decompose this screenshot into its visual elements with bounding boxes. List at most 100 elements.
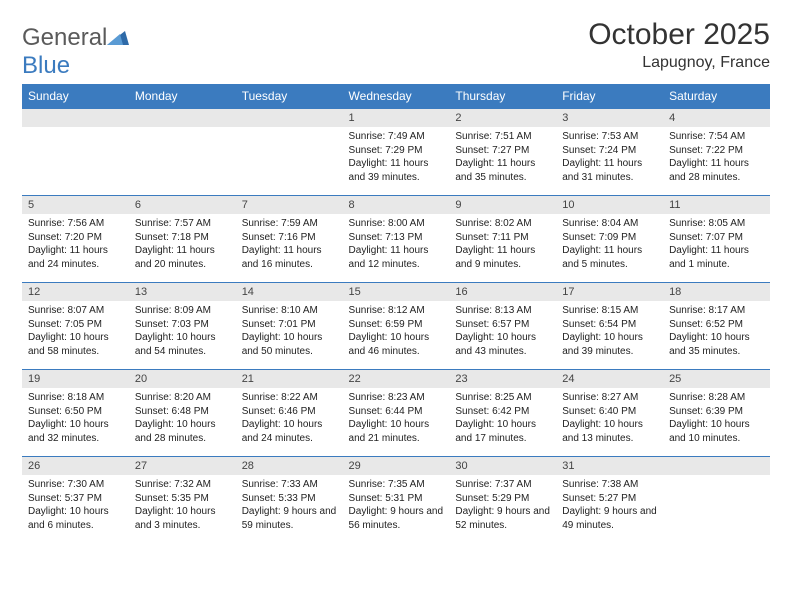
daylight-text: Daylight: 10 hours and 21 minutes. [349, 418, 444, 445]
sunrise-text: Sunrise: 7:49 AM [349, 130, 444, 144]
day-details: Sunrise: 7:56 AMSunset: 7:20 PMDaylight:… [22, 214, 129, 275]
day-details: Sunrise: 7:59 AMSunset: 7:16 PMDaylight:… [236, 214, 343, 275]
day-details: Sunrise: 7:33 AMSunset: 5:33 PMDaylight:… [236, 475, 343, 536]
calendar-cell: 23Sunrise: 8:25 AMSunset: 6:42 PMDayligh… [449, 370, 556, 457]
sunrise-text: Sunrise: 7:32 AM [135, 478, 230, 492]
day-header: Tuesday [236, 84, 343, 109]
day-number: 9 [449, 196, 556, 214]
calendar-cell: 20Sunrise: 8:20 AMSunset: 6:48 PMDayligh… [129, 370, 236, 457]
sunset-text: Sunset: 7:29 PM [349, 144, 444, 158]
day-number [236, 109, 343, 127]
day-details: Sunrise: 8:00 AMSunset: 7:13 PMDaylight:… [343, 214, 450, 275]
day-details: Sunrise: 7:38 AMSunset: 5:27 PMDaylight:… [556, 475, 663, 536]
calendar-week: 12Sunrise: 8:07 AMSunset: 7:05 PMDayligh… [22, 283, 770, 370]
day-number: 20 [129, 370, 236, 388]
sunrise-text: Sunrise: 8:20 AM [135, 391, 230, 405]
day-details: Sunrise: 8:12 AMSunset: 6:59 PMDaylight:… [343, 301, 450, 362]
day-number [129, 109, 236, 127]
calendar-cell: 10Sunrise: 8:04 AMSunset: 7:09 PMDayligh… [556, 196, 663, 283]
day-details [129, 127, 236, 184]
day-details: Sunrise: 8:05 AMSunset: 7:07 PMDaylight:… [663, 214, 770, 275]
sunset-text: Sunset: 7:11 PM [455, 231, 550, 245]
sunrise-text: Sunrise: 8:09 AM [135, 304, 230, 318]
day-number: 7 [236, 196, 343, 214]
sunrise-text: Sunrise: 7:57 AM [135, 217, 230, 231]
day-number: 13 [129, 283, 236, 301]
day-details [663, 475, 770, 532]
calendar-cell: 29Sunrise: 7:35 AMSunset: 5:31 PMDayligh… [343, 457, 450, 544]
sunrise-text: Sunrise: 8:02 AM [455, 217, 550, 231]
daylight-text: Daylight: 10 hours and 43 minutes. [455, 331, 550, 358]
day-details: Sunrise: 8:02 AMSunset: 7:11 PMDaylight:… [449, 214, 556, 275]
sunset-text: Sunset: 7:09 PM [562, 231, 657, 245]
sunrise-text: Sunrise: 7:30 AM [28, 478, 123, 492]
sunrise-text: Sunrise: 8:07 AM [28, 304, 123, 318]
day-header-row: SundayMondayTuesdayWednesdayThursdayFrid… [22, 84, 770, 109]
triangle-icon [107, 24, 129, 40]
daylight-text: Daylight: 11 hours and 1 minute. [669, 244, 764, 271]
day-number: 31 [556, 457, 663, 475]
calendar-cell: 3Sunrise: 7:53 AMSunset: 7:24 PMDaylight… [556, 109, 663, 196]
sunset-text: Sunset: 6:48 PM [135, 405, 230, 419]
sunrise-text: Sunrise: 8:25 AM [455, 391, 550, 405]
day-number: 11 [663, 196, 770, 214]
calendar-cell: 7Sunrise: 7:59 AMSunset: 7:16 PMDaylight… [236, 196, 343, 283]
sunrise-text: Sunrise: 8:22 AM [242, 391, 337, 405]
calendar-cell: 17Sunrise: 8:15 AMSunset: 6:54 PMDayligh… [556, 283, 663, 370]
day-number: 1 [343, 109, 450, 127]
day-number: 30 [449, 457, 556, 475]
sunset-text: Sunset: 7:13 PM [349, 231, 444, 245]
sunrise-text: Sunrise: 8:00 AM [349, 217, 444, 231]
calendar-week: 26Sunrise: 7:30 AMSunset: 5:37 PMDayligh… [22, 457, 770, 544]
daylight-text: Daylight: 11 hours and 39 minutes. [349, 157, 444, 184]
day-number: 4 [663, 109, 770, 127]
calendar-cell: 22Sunrise: 8:23 AMSunset: 6:44 PMDayligh… [343, 370, 450, 457]
day-number: 28 [236, 457, 343, 475]
calendar-cell: 24Sunrise: 8:27 AMSunset: 6:40 PMDayligh… [556, 370, 663, 457]
sunrise-text: Sunrise: 8:27 AM [562, 391, 657, 405]
calendar-cell: 15Sunrise: 8:12 AMSunset: 6:59 PMDayligh… [343, 283, 450, 370]
calendar-cell: 4Sunrise: 7:54 AMSunset: 7:22 PMDaylight… [663, 109, 770, 196]
daylight-text: Daylight: 9 hours and 52 minutes. [455, 505, 550, 532]
sunset-text: Sunset: 6:46 PM [242, 405, 337, 419]
calendar-cell-empty [22, 109, 129, 196]
sunset-text: Sunset: 7:16 PM [242, 231, 337, 245]
sunrise-text: Sunrise: 7:51 AM [455, 130, 550, 144]
day-details: Sunrise: 8:28 AMSunset: 6:39 PMDaylight:… [663, 388, 770, 449]
daylight-text: Daylight: 11 hours and 20 minutes. [135, 244, 230, 271]
day-number: 19 [22, 370, 129, 388]
logo: General Blue [22, 18, 129, 80]
daylight-text: Daylight: 11 hours and 31 minutes. [562, 157, 657, 184]
logo-word-1: General [22, 24, 107, 51]
day-details: Sunrise: 7:57 AMSunset: 7:18 PMDaylight:… [129, 214, 236, 275]
day-number: 14 [236, 283, 343, 301]
day-details: Sunrise: 7:53 AMSunset: 7:24 PMDaylight:… [556, 127, 663, 188]
calendar-cell: 28Sunrise: 7:33 AMSunset: 5:33 PMDayligh… [236, 457, 343, 544]
day-number: 10 [556, 196, 663, 214]
calendar-page: General Blue October 2025 Lapugnoy, Fran… [0, 0, 792, 543]
sunset-text: Sunset: 6:59 PM [349, 318, 444, 332]
day-number: 21 [236, 370, 343, 388]
daylight-text: Daylight: 10 hours and 3 minutes. [135, 505, 230, 532]
day-details: Sunrise: 8:23 AMSunset: 6:44 PMDaylight:… [343, 388, 450, 449]
daylight-text: Daylight: 10 hours and 35 minutes. [669, 331, 764, 358]
daylight-text: Daylight: 9 hours and 49 minutes. [562, 505, 657, 532]
calendar-cell: 2Sunrise: 7:51 AMSunset: 7:27 PMDaylight… [449, 109, 556, 196]
sunset-text: Sunset: 5:31 PM [349, 492, 444, 506]
calendar-cell: 13Sunrise: 8:09 AMSunset: 7:03 PMDayligh… [129, 283, 236, 370]
sunset-text: Sunset: 7:20 PM [28, 231, 123, 245]
day-header: Thursday [449, 84, 556, 109]
calendar-cell: 19Sunrise: 8:18 AMSunset: 6:50 PMDayligh… [22, 370, 129, 457]
calendar-body: 1Sunrise: 7:49 AMSunset: 7:29 PMDaylight… [22, 109, 770, 544]
day-number: 22 [343, 370, 450, 388]
sunset-text: Sunset: 7:27 PM [455, 144, 550, 158]
day-details: Sunrise: 8:20 AMSunset: 6:48 PMDaylight:… [129, 388, 236, 449]
day-number: 8 [343, 196, 450, 214]
day-details [236, 127, 343, 184]
sunset-text: Sunset: 5:27 PM [562, 492, 657, 506]
daylight-text: Daylight: 10 hours and 58 minutes. [28, 331, 123, 358]
day-details: Sunrise: 8:18 AMSunset: 6:50 PMDaylight:… [22, 388, 129, 449]
day-details: Sunrise: 8:17 AMSunset: 6:52 PMDaylight:… [663, 301, 770, 362]
daylight-text: Daylight: 10 hours and 6 minutes. [28, 505, 123, 532]
day-number: 3 [556, 109, 663, 127]
